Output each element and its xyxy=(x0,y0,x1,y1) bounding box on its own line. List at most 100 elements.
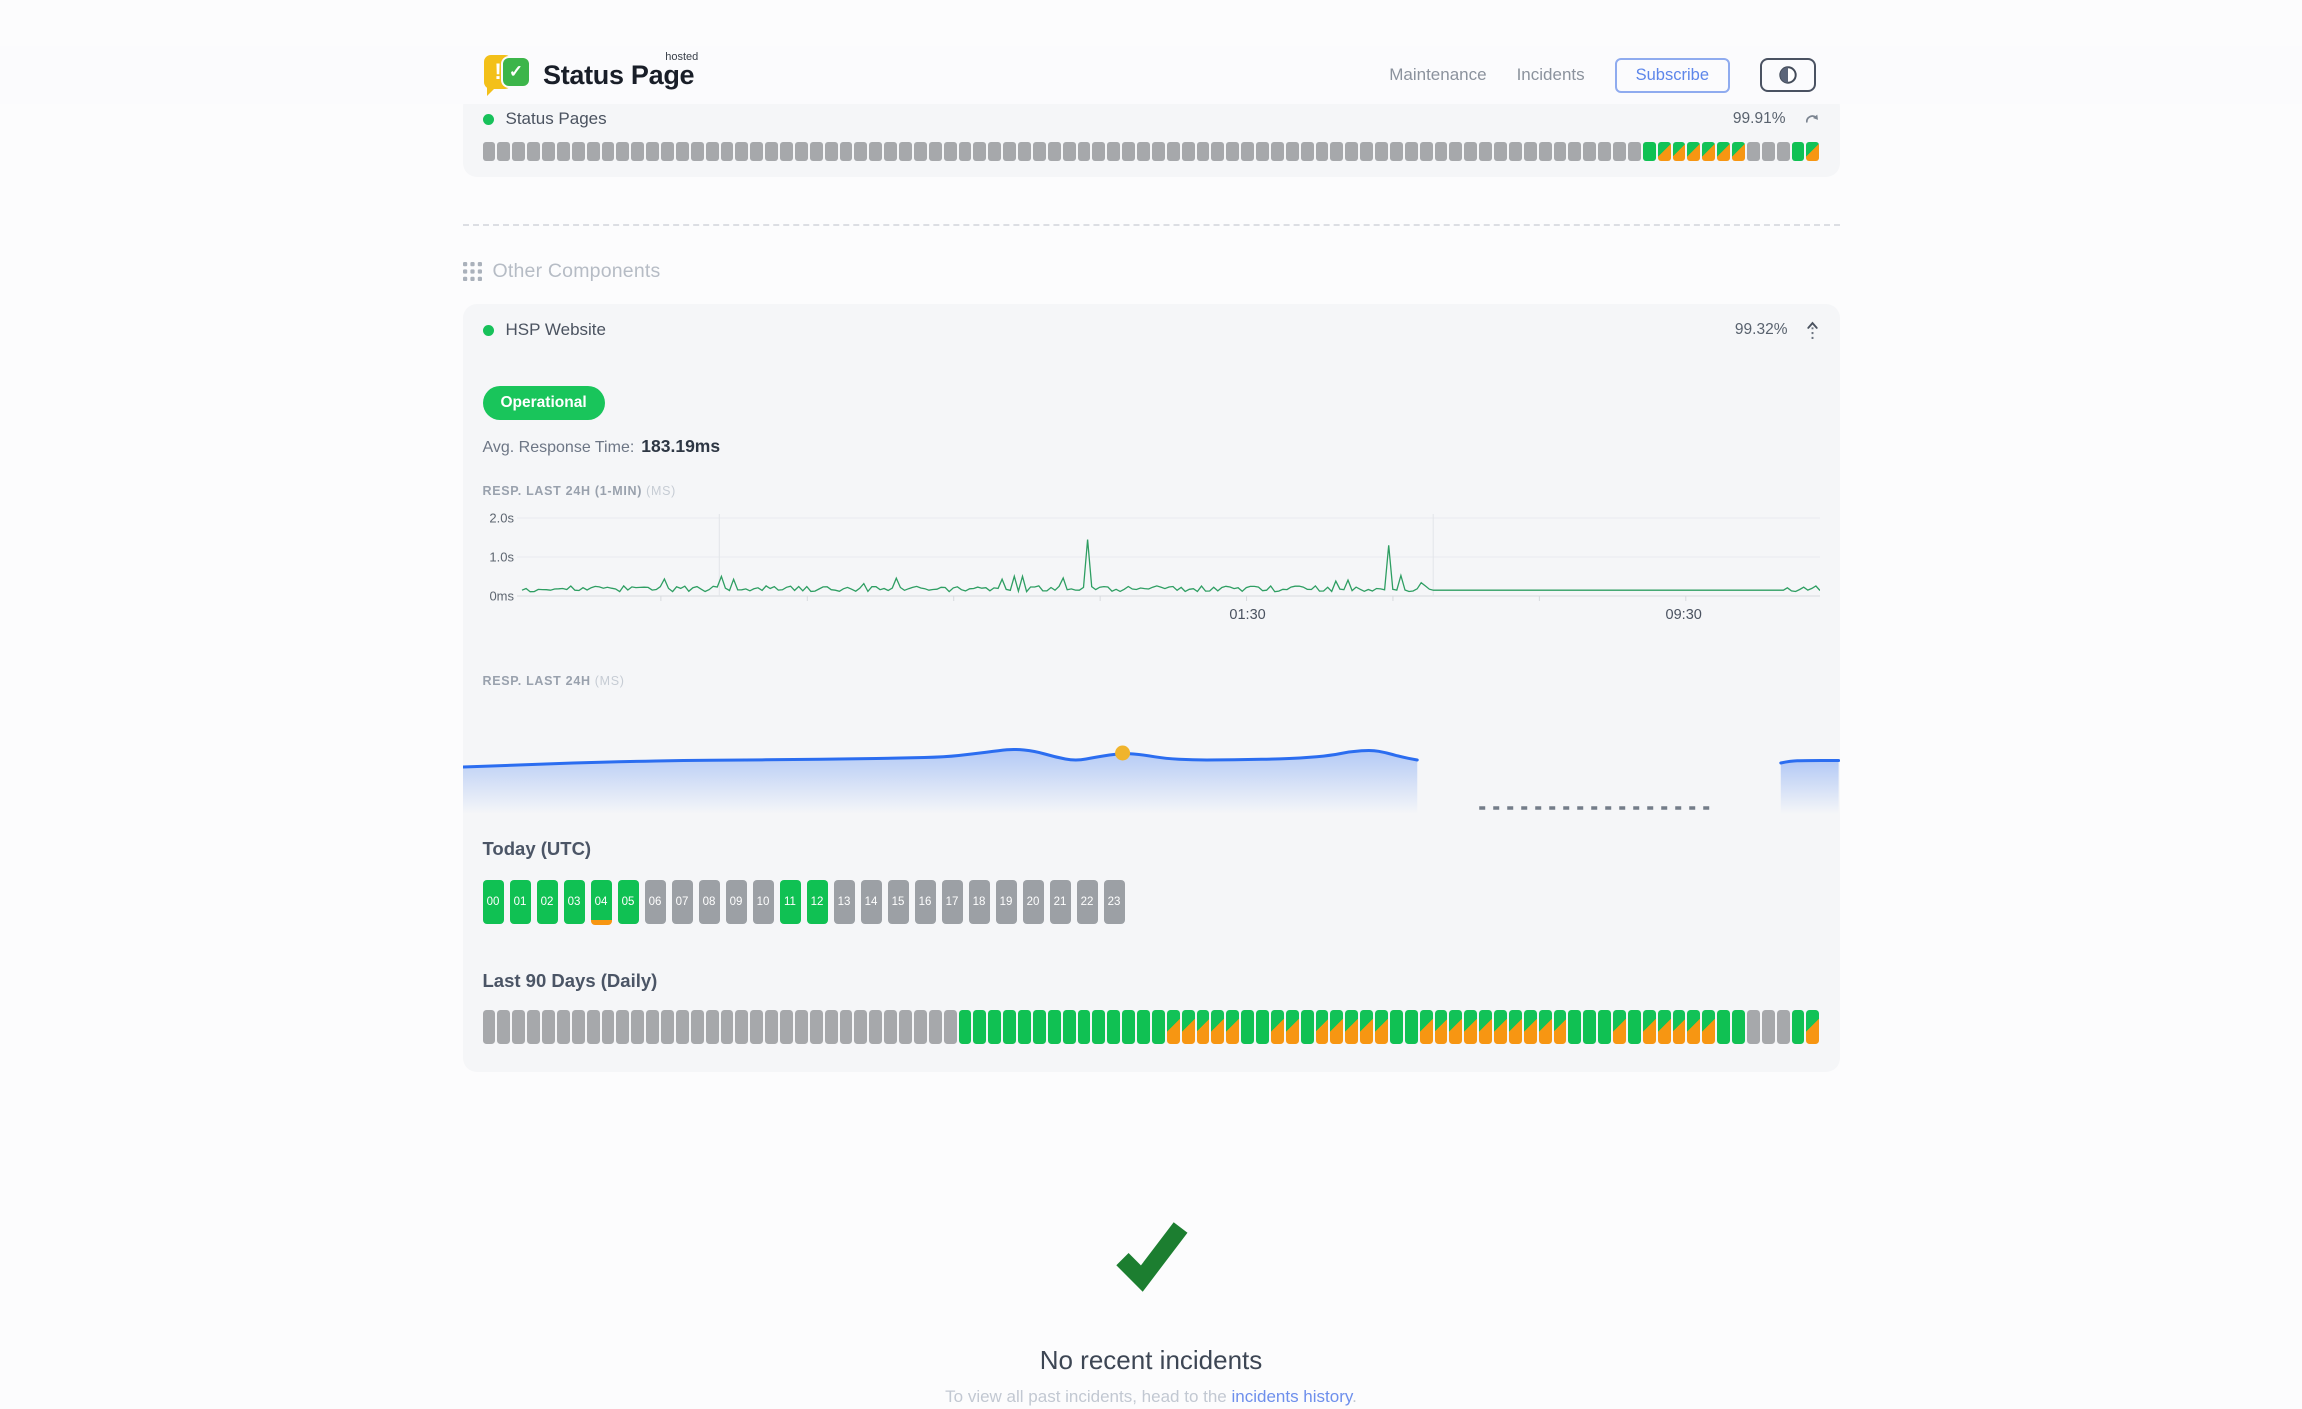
uptime-bar[interactable] xyxy=(1092,1010,1106,1044)
uptime-bar[interactable] xyxy=(1732,1010,1745,1044)
uptime-bar[interactable] xyxy=(794,1010,808,1044)
uptime-bar[interactable] xyxy=(586,142,600,161)
hour-cell[interactable]: 04 xyxy=(590,880,612,925)
response-time-line-chart[interactable]: 2.0s 1.0s 0ms 01:30 09:30 xyxy=(483,508,1820,632)
hour-cell[interactable]: 15 xyxy=(887,880,909,924)
uptime-bar[interactable] xyxy=(1226,1010,1240,1044)
uptime-bar[interactable] xyxy=(1092,142,1106,161)
uptime-bar[interactable] xyxy=(765,142,778,161)
uptime-bar[interactable] xyxy=(1627,1010,1641,1044)
hour-cell[interactable]: 13 xyxy=(833,880,855,924)
hour-cell[interactable]: 17 xyxy=(941,880,963,924)
uptime-bar[interactable] xyxy=(1047,1010,1061,1044)
uptime-bar[interactable] xyxy=(1449,1010,1463,1044)
hour-cell[interactable]: 19 xyxy=(995,880,1017,924)
uptime-bar[interactable] xyxy=(928,142,942,161)
uptime-bar[interactable] xyxy=(1032,142,1046,161)
uptime-bar[interactable] xyxy=(1181,142,1195,161)
uptime-bar[interactable] xyxy=(943,142,957,161)
uptime-bar[interactable] xyxy=(542,142,555,161)
hour-cell[interactable]: 08 xyxy=(698,880,720,924)
uptime-bar[interactable] xyxy=(884,142,897,161)
uptime-bar[interactable] xyxy=(527,142,540,161)
uptime-bar[interactable] xyxy=(705,142,719,161)
uptime-bar[interactable] xyxy=(571,142,585,161)
refresh-icon[interactable] xyxy=(1803,111,1820,128)
uptime-bar[interactable] xyxy=(1047,142,1061,161)
uptime-bar[interactable] xyxy=(1062,1010,1076,1044)
nav-item-maintenance[interactable]: Maintenance xyxy=(1389,65,1487,84)
uptime-bar[interactable] xyxy=(1226,142,1240,161)
uptime-bar[interactable] xyxy=(542,1010,555,1044)
theme-toggle-button[interactable] xyxy=(1760,58,1816,92)
uptime-bar[interactable] xyxy=(1761,1010,1775,1044)
uptime-bar[interactable] xyxy=(839,142,853,161)
incidents-history-link[interactable]: incidents history xyxy=(1231,1387,1353,1406)
uptime-bar[interactable] xyxy=(1508,142,1522,161)
uptime-bar[interactable] xyxy=(1003,142,1016,161)
uptime-bar[interactable] xyxy=(1151,142,1165,161)
uptime-bar[interactable] xyxy=(1523,1010,1537,1044)
uptime-bar[interactable] xyxy=(1330,1010,1344,1044)
uptime-bar[interactable] xyxy=(1375,142,1388,161)
uptime-bar[interactable] xyxy=(1241,142,1254,161)
uptime-bar[interactable] xyxy=(899,142,912,161)
uptime-bar[interactable] xyxy=(1389,142,1403,161)
uptime-bar[interactable] xyxy=(1166,1010,1180,1044)
uptime-bar[interactable] xyxy=(1077,1010,1091,1044)
uptime-bar[interactable] xyxy=(988,142,1002,161)
hour-cell[interactable]: 03 xyxy=(563,880,585,924)
uptime-bar[interactable] xyxy=(1494,142,1507,161)
uptime-bar[interactable] xyxy=(973,142,987,161)
uptime-bar[interactable] xyxy=(794,142,808,161)
uptime-bar[interactable] xyxy=(1181,1010,1195,1044)
uptime-bar[interactable] xyxy=(1389,1010,1403,1044)
uptime-bar[interactable] xyxy=(809,142,823,161)
hour-cell[interactable]: 16 xyxy=(914,880,936,924)
uptime-bar[interactable] xyxy=(765,1010,778,1044)
uptime-bar[interactable] xyxy=(1538,142,1552,161)
uptime-bar[interactable] xyxy=(1583,142,1597,161)
uptime-bar[interactable] xyxy=(943,1010,957,1044)
uptime-bar[interactable] xyxy=(512,1010,526,1044)
uptime-bar[interactable] xyxy=(958,1010,972,1044)
uptime-bar[interactable] xyxy=(1151,1010,1165,1044)
uptime-bar[interactable] xyxy=(1687,142,1701,161)
uptime-bar[interactable] xyxy=(1776,1010,1790,1044)
hour-cell[interactable]: 12 xyxy=(806,880,828,924)
uptime-bar[interactable] xyxy=(735,1010,749,1044)
hour-cell[interactable]: 23 xyxy=(1103,880,1125,924)
uptime-bar[interactable] xyxy=(780,142,793,161)
uptime-bar[interactable] xyxy=(1375,1010,1388,1044)
uptime-bar[interactable] xyxy=(1211,1010,1225,1044)
uptime-bar[interactable] xyxy=(1404,142,1418,161)
uptime-bar[interactable] xyxy=(899,1010,912,1044)
uptime-bar[interactable] xyxy=(1419,142,1433,161)
uptime-bar[interactable] xyxy=(1568,142,1582,161)
uptime-bar[interactable] xyxy=(973,1010,987,1044)
uptime-bar[interactable] xyxy=(1494,1010,1507,1044)
uptime-bar[interactable] xyxy=(571,1010,585,1044)
uptime-bar[interactable] xyxy=(1732,142,1745,161)
uptime-bar[interactable] xyxy=(913,142,927,161)
hour-cell[interactable]: 21 xyxy=(1049,880,1071,924)
uptime-bar[interactable] xyxy=(1434,1010,1448,1044)
uptime-bar[interactable] xyxy=(527,1010,540,1044)
uptime-bar[interactable] xyxy=(1285,1010,1299,1044)
uptime-bar[interactable] xyxy=(1196,142,1210,161)
uptime-bar[interactable] xyxy=(1553,1010,1567,1044)
hour-cell[interactable]: 20 xyxy=(1022,880,1044,924)
uptime-bar[interactable] xyxy=(556,142,570,161)
uptime-bar[interactable] xyxy=(1345,142,1359,161)
uptime-bar[interactable] xyxy=(1404,1010,1418,1044)
uptime-bar[interactable] xyxy=(646,142,659,161)
uptime-bar[interactable] xyxy=(1746,142,1760,161)
uptime-bar[interactable] xyxy=(631,142,645,161)
uptime-bar[interactable] xyxy=(497,1010,511,1044)
uptime-bar[interactable] xyxy=(1018,142,1031,161)
uptime-bar[interactable] xyxy=(1464,1010,1478,1044)
response-time-area-chart[interactable] xyxy=(462,710,1840,816)
uptime-bar[interactable] xyxy=(1791,1010,1805,1044)
uptime-bar[interactable] xyxy=(1657,1010,1671,1044)
uptime-bar[interactable] xyxy=(1479,1010,1492,1044)
